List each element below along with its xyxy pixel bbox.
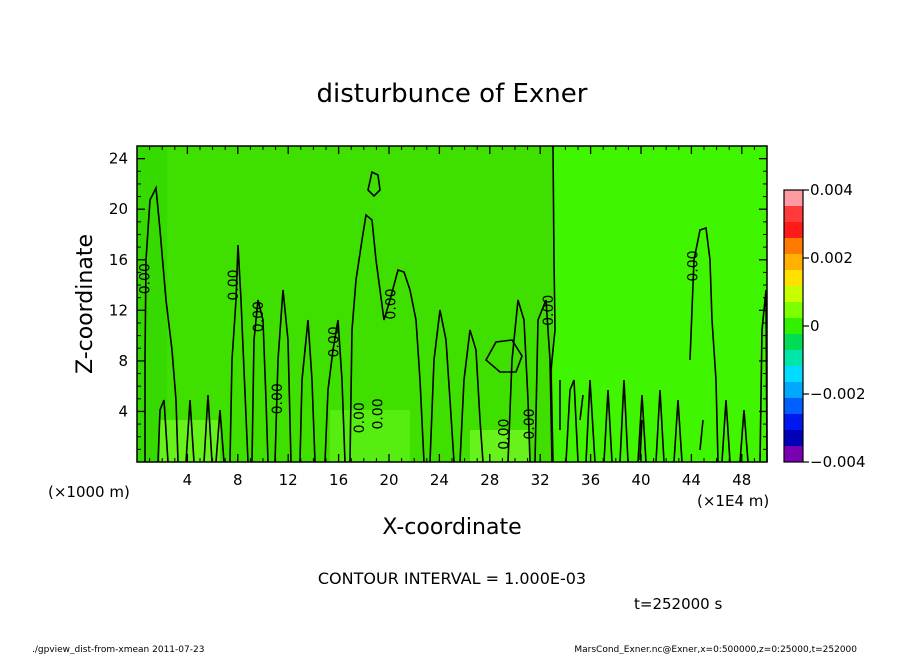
x-tick-label: 12: [279, 471, 298, 489]
y-tick-label: 12: [109, 301, 128, 319]
y-axis-title: Z-coordinate: [73, 234, 98, 374]
colorbar-swatch: [784, 350, 803, 367]
contour-line: [550, 145, 556, 463]
contour-line: [274, 289, 292, 463]
x-tick-label: 32: [531, 471, 550, 489]
contour-label: 0.00: [327, 326, 343, 357]
colorbar-swatch: [784, 270, 803, 287]
contour-line: [689, 226, 719, 463]
x-axis-ticks: 4 8 12 16 20 24 28 32 36 40 44 48: [149, 146, 755, 489]
colorbar-swatch: [784, 398, 803, 415]
colorbar: [784, 190, 803, 463]
x-tick-label: 4: [183, 471, 193, 489]
contour-line: [559, 380, 704, 461]
y-tick-label: 8: [118, 352, 128, 370]
contour-label: 0.00: [383, 288, 399, 319]
colorbar-swatch: [784, 302, 803, 319]
colorbar-tick-label: −0.002: [810, 385, 866, 403]
x-tick-label: 24: [430, 471, 449, 489]
colorbar-tick-label: −0.004: [810, 453, 866, 471]
y-axis-ticks: 4 8 12 16 20 24: [109, 150, 767, 450]
colorbar-tick-label: 0: [810, 317, 820, 335]
footer-left: ./gpview_dist-from-xmean 2011-07-23: [32, 645, 204, 654]
contour-line: [144, 185, 179, 463]
colorbar-swatch: [784, 318, 803, 335]
colorbar-swatch: [784, 190, 803, 207]
colorbar-swatch: [784, 366, 803, 383]
time-text: t=252000 s: [634, 595, 722, 613]
colorbar-swatch: [784, 382, 803, 399]
contour-line: [459, 329, 484, 463]
colorbar-swatch: [784, 254, 803, 271]
y-tick-label: 4: [118, 402, 128, 420]
contour-label: 0.00: [541, 295, 557, 326]
x-tick-label: 40: [631, 471, 650, 489]
y-unit-label: (×1000 m): [48, 483, 130, 501]
contour-label: 0.00: [371, 398, 387, 429]
field-left: [137, 146, 553, 462]
contour-line: [534, 299, 553, 463]
colorbar-tick-label: 0.002: [810, 249, 853, 267]
contour-label: 0.00: [686, 250, 702, 281]
contour-lines: [144, 145, 768, 463]
field-left-edge: [137, 146, 167, 462]
field-right: [553, 146, 767, 462]
x-tick-label: 16: [329, 471, 348, 489]
x-tick-label: 44: [682, 471, 701, 489]
y-tick-label: 16: [109, 251, 128, 269]
colorbar-ticks: 0.004 0.002 0 −0.002 −0.004: [803, 181, 866, 471]
colorbar-swatch: [784, 286, 803, 303]
colorbar-swatch: [784, 334, 803, 351]
contour-line: [324, 319, 346, 463]
colorbar-swatch: [784, 430, 803, 447]
contour-line: [349, 213, 425, 463]
contour-label: 0.00: [251, 301, 267, 332]
contour-line: [429, 309, 455, 463]
contour-label: 0.00: [270, 383, 286, 414]
contour-line: [157, 394, 225, 463]
contour-label: 0.00: [352, 402, 368, 433]
contour-label: 0.00: [138, 263, 154, 294]
x-tick-label: 48: [732, 471, 751, 489]
colorbar-swatch: [784, 414, 803, 431]
contour-line: [507, 299, 531, 463]
chart-title: disturbunce of Exner: [317, 79, 588, 109]
footer-right: MarsCond_Exner.nc@Exner,x=0:500000,z=0:2…: [574, 645, 857, 654]
colorbar-swatch: [784, 206, 803, 223]
colorbar-swatch: [784, 446, 803, 463]
contour-line: [565, 379, 749, 463]
x-tick-label: 36: [581, 471, 600, 489]
contour-label: 0.00: [226, 269, 242, 300]
x-tick-label: 8: [233, 471, 243, 489]
contour-line: [299, 319, 316, 463]
x-tick-label: 20: [379, 471, 398, 489]
contour-line: [251, 299, 269, 463]
y-tick-label: 24: [109, 150, 128, 168]
contour-interval-text: CONTOUR INTERVAL = 1.000E-03: [318, 569, 586, 588]
contour-line: [229, 244, 249, 463]
y-tick-label: 20: [109, 200, 128, 218]
x-tick-label: 28: [480, 471, 499, 489]
contour-label: 0.00: [522, 408, 538, 439]
x-unit-label: (×1E4 m): [697, 492, 769, 510]
x-axis-title: X-coordinate: [382, 515, 521, 540]
surface-patch: [470, 430, 530, 462]
contour-labels: 0.00 0.000.000.000.00 0.000.000.00 0.000.00…: [138, 250, 702, 449]
contour-loop: [484, 339, 523, 373]
colorbar-swatch: [784, 222, 803, 239]
colorbar-tick-label: 0.004: [810, 181, 853, 199]
contour-label: 0.00: [497, 419, 513, 450]
contour-loop: [367, 170, 381, 198]
colorbar-swatch: [784, 238, 803, 255]
